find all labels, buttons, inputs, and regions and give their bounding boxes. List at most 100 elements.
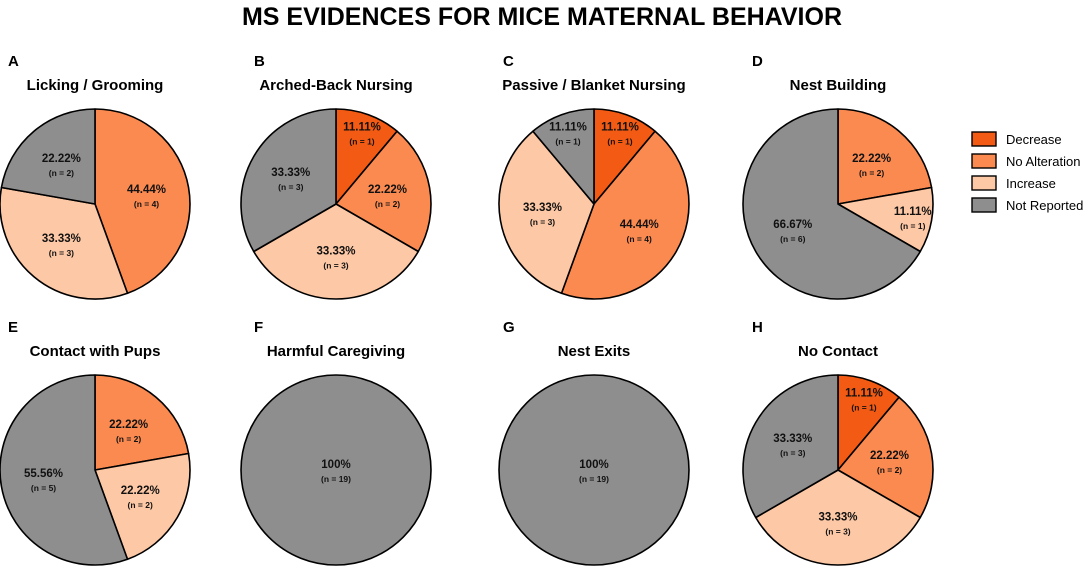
slice-percent-label: 22.22% bbox=[42, 153, 81, 165]
slice-n-label: (n = 2) bbox=[375, 199, 400, 209]
pie-panel-h: H No Contact 11.11% (n = 1) 22.22% (n = 2) 33.… bbox=[742, 319, 934, 566]
slice-percent-label: 66.67% bbox=[773, 219, 812, 231]
slice-n-label: (n = 2) bbox=[877, 465, 902, 475]
pie-slice-not-reported bbox=[498, 374, 690, 566]
slice-n-label: (n = 2) bbox=[128, 500, 153, 510]
pie-panel-b: B Arched-Back Nursing 11.11% (n = 1) 22.22% (… bbox=[240, 53, 432, 300]
slice-percent-label: 11.11% bbox=[894, 206, 932, 218]
panel-title: Licking / Grooming bbox=[27, 77, 164, 94]
panel-title: No Contact bbox=[798, 343, 878, 360]
legend-swatch bbox=[971, 153, 997, 169]
panel-title: Nest Building bbox=[790, 77, 887, 94]
slice-n-label: (n = 1) bbox=[555, 137, 580, 147]
slice-percent-label: 33.33% bbox=[316, 245, 355, 257]
pie-slice-no-alteration bbox=[837, 396, 934, 519]
legend-label: No Alteration bbox=[1006, 154, 1080, 169]
pie-slice-not-reported bbox=[742, 374, 839, 519]
pie-panel-a: A Licking / Grooming 44.44% (n = 4) 33.33% (n… bbox=[0, 53, 191, 300]
slice-n-label: (n = 1) bbox=[607, 137, 632, 147]
slice-n-label: (n = 2) bbox=[49, 168, 74, 178]
slice-n-label: (n = 6) bbox=[780, 234, 805, 244]
pie-slice-no-alteration bbox=[837, 108, 933, 205]
slice-percent-label: 44.44% bbox=[620, 219, 659, 231]
panel-letter: F bbox=[254, 319, 263, 336]
pie-panel-e: E Contact with Pups 22.22% (n = 2) 22.22% (n … bbox=[0, 319, 191, 566]
slice-n-label: (n = 3) bbox=[825, 526, 850, 536]
slice-percent-label: 22.22% bbox=[368, 184, 407, 196]
slice-n-label: (n = 1) bbox=[851, 403, 876, 413]
pie-slice-not-reported bbox=[240, 108, 337, 253]
pie-slice-increase bbox=[837, 186, 934, 253]
pie-slice-increase bbox=[0, 186, 129, 300]
slice-n-label: (n = 3) bbox=[49, 248, 74, 258]
pie-slice-decrease bbox=[837, 374, 900, 471]
pie-slice-not-reported bbox=[240, 374, 432, 566]
legend-item-no-alteration: No Alteration bbox=[971, 153, 1080, 169]
slice-percent-label: 33.33% bbox=[773, 433, 812, 445]
panel-title: Contact with Pups bbox=[30, 343, 161, 360]
slice-percent-label: 11.11% bbox=[845, 388, 883, 400]
slice-n-label: (n = 3) bbox=[278, 182, 303, 192]
figure-title: MS EVIDENCES FOR MICE MATERNAL BEHAVIOR bbox=[242, 3, 842, 31]
pie-slice-increase bbox=[94, 452, 191, 561]
slice-percent-label: 11.11% bbox=[549, 122, 587, 134]
legend-label: Increase bbox=[1006, 176, 1056, 191]
slice-n-label: (n = 5) bbox=[31, 483, 56, 493]
legend-swatch bbox=[971, 175, 997, 191]
legend: Decrease No Alteration Increase Not Reporte… bbox=[971, 131, 1083, 213]
pie-panel-g: G Nest Exits 100% (n = 19) bbox=[498, 319, 690, 566]
slice-n-label: (n = 3) bbox=[780, 448, 805, 458]
slice-percent-label: 100% bbox=[321, 459, 350, 471]
pie-slice-no-alteration bbox=[335, 130, 432, 253]
slice-n-label: (n = 1) bbox=[900, 221, 925, 231]
pie-slice-decrease bbox=[335, 108, 398, 205]
legend-label: Decrease bbox=[1006, 132, 1062, 147]
legend-item-increase: Increase bbox=[971, 175, 1056, 191]
pie-panels: A Licking / Grooming 44.44% (n = 4) 33.33% (n… bbox=[0, 53, 934, 566]
slice-percent-label: 11.11% bbox=[601, 122, 639, 134]
slice-n-label: (n = 4) bbox=[627, 234, 652, 244]
panel-title: Nest Exits bbox=[558, 343, 631, 360]
panel-title: Arched-Back Nursing bbox=[259, 77, 412, 94]
pie-slice-no-alteration bbox=[94, 108, 191, 295]
slice-n-label: (n = 2) bbox=[859, 168, 884, 178]
panel-letter: A bbox=[8, 53, 19, 70]
legend-swatch bbox=[971, 197, 997, 213]
pie-slice-no-alteration bbox=[560, 130, 690, 300]
slice-percent-label: 22.22% bbox=[109, 419, 148, 431]
slice-n-label: (n = 4) bbox=[134, 199, 159, 209]
pie-slice-increase bbox=[252, 203, 420, 300]
pie-slice-not-reported bbox=[742, 108, 922, 300]
panel-letter: D bbox=[752, 53, 763, 70]
pie-slice-no-alteration bbox=[94, 374, 190, 471]
pie-slice-increase bbox=[754, 469, 922, 566]
panel-letter: C bbox=[503, 53, 514, 70]
pie-panel-d: D Nest Building 22.22% (n = 2) 11.11% (n = 1)… bbox=[742, 53, 934, 300]
slice-percent-label: 22.22% bbox=[870, 450, 909, 462]
panel-title: Passive / Blanket Nursing bbox=[502, 77, 685, 94]
slice-n-label: (n = 19) bbox=[579, 474, 609, 484]
pie-slice-increase bbox=[498, 130, 595, 295]
panel-letter: H bbox=[752, 319, 763, 336]
slice-percent-label: 44.44% bbox=[127, 184, 166, 196]
slice-percent-label: 22.22% bbox=[121, 485, 160, 497]
slice-n-label: (n = 3) bbox=[530, 217, 555, 227]
panel-letter: B bbox=[254, 53, 265, 70]
slice-percent-label: 100% bbox=[579, 459, 608, 471]
panel-letter: G bbox=[503, 319, 515, 336]
legend-label: Not Reported bbox=[1006, 198, 1083, 213]
slice-percent-label: 33.33% bbox=[818, 511, 857, 523]
pie-slice-not-reported bbox=[0, 108, 96, 205]
slice-n-label: (n = 3) bbox=[323, 260, 348, 270]
slice-percent-label: 55.56% bbox=[24, 468, 63, 480]
slice-n-label: (n = 1) bbox=[349, 137, 374, 147]
slice-n-label: (n = 19) bbox=[321, 474, 351, 484]
panel-letter: E bbox=[8, 319, 18, 336]
pie-slice-decrease bbox=[593, 108, 656, 205]
slice-percent-label: 33.33% bbox=[523, 202, 562, 214]
slice-n-label: (n = 2) bbox=[116, 434, 141, 444]
legend-item-not-reported: Not Reported bbox=[971, 197, 1083, 213]
legend-item-decrease: Decrease bbox=[971, 131, 1062, 147]
